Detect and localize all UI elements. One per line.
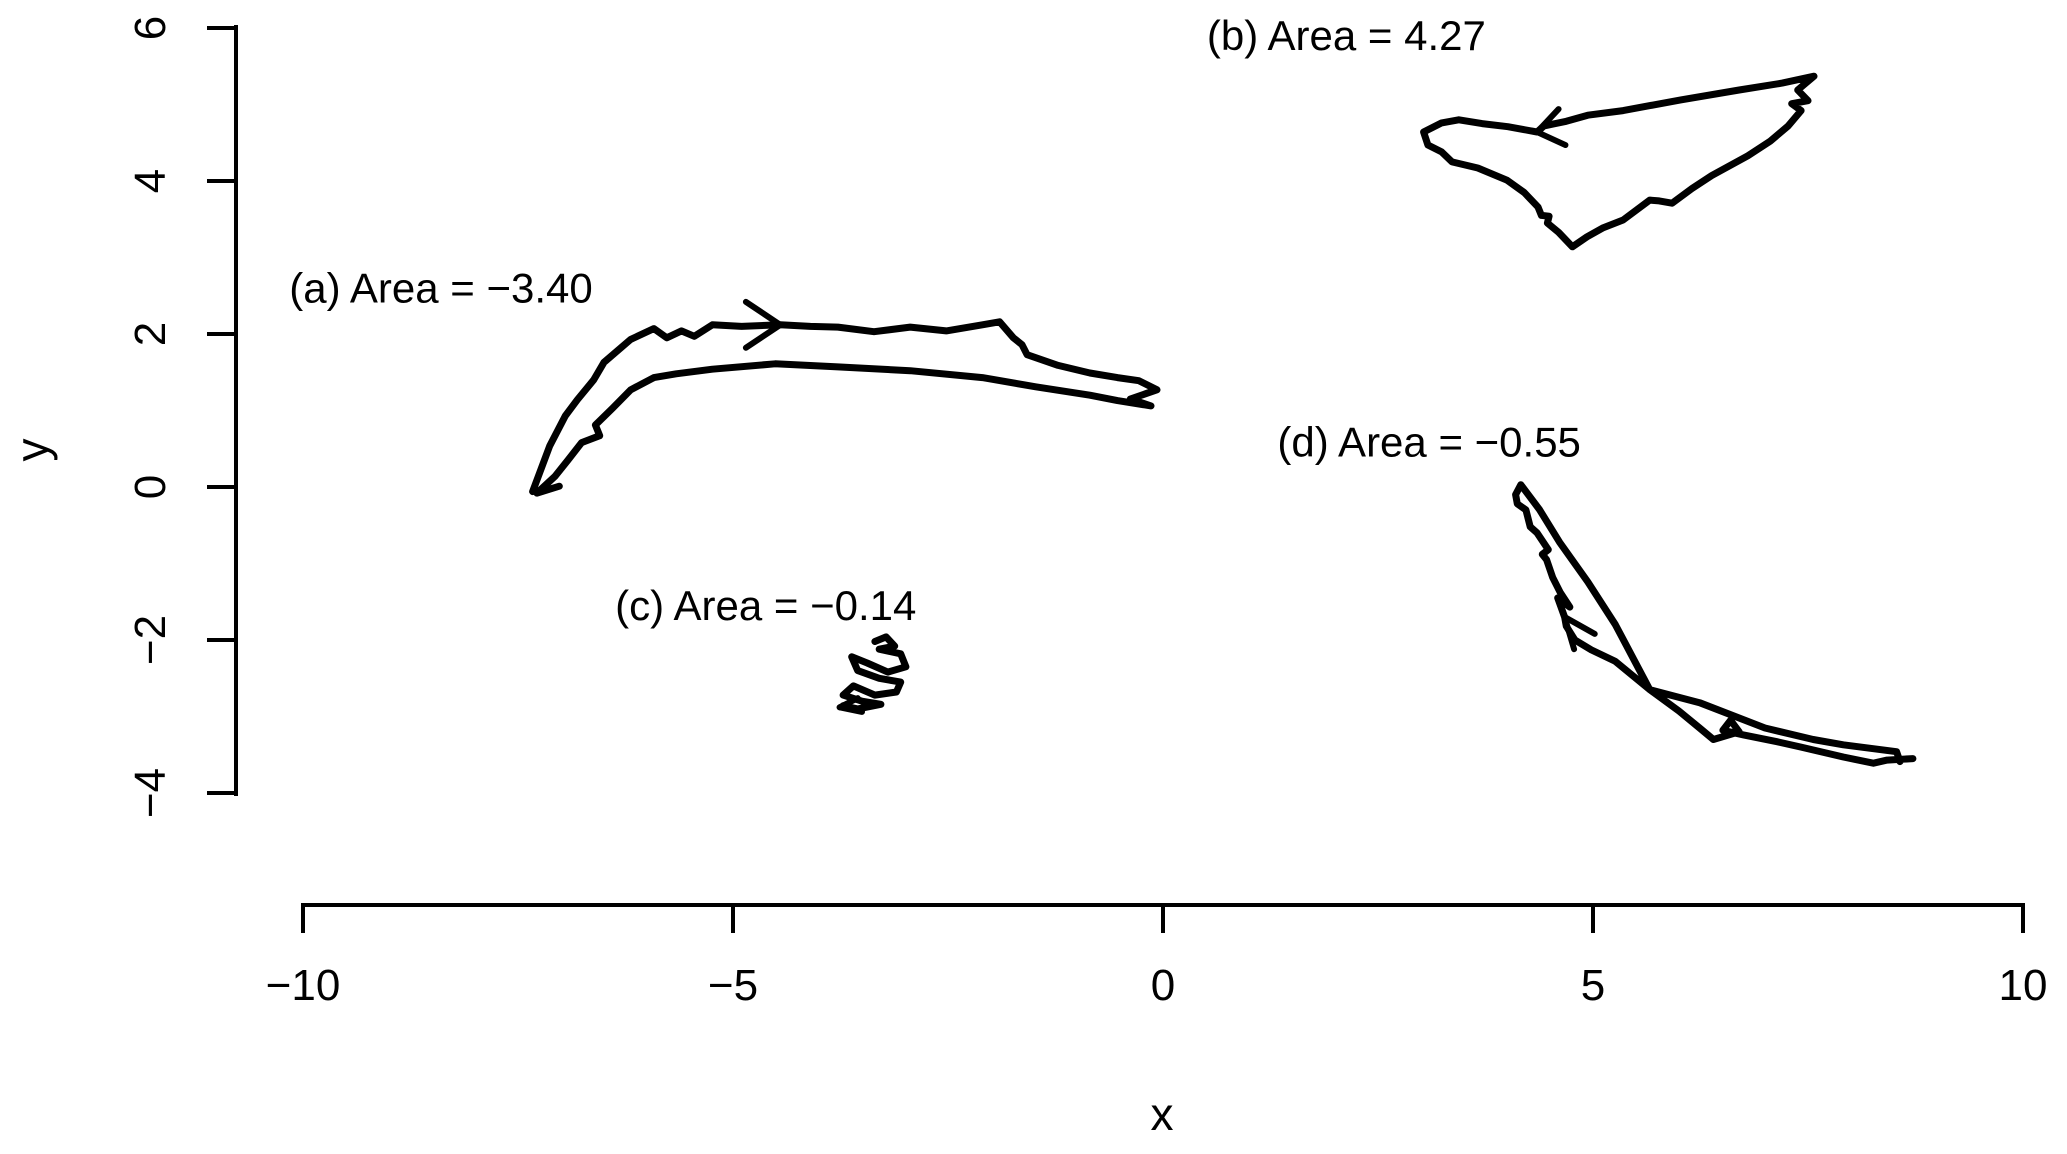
- x-axis-tick-label: −5: [708, 961, 758, 1010]
- x-axis-tick-label: −10: [266, 961, 341, 1010]
- y-axis-tick-label: −4: [126, 768, 175, 818]
- curve-d-path: [1512, 481, 1917, 767]
- y-axis-title: y: [6, 439, 58, 462]
- curve-a-direction-arrow-icon: [742, 298, 784, 351]
- y-axis-tick-label: 2: [126, 322, 175, 346]
- x-axis-tick-label: 10: [1999, 961, 2048, 1010]
- curve-d-direction-arrow-icon: [1561, 614, 1598, 653]
- curve-b-area-label: (b) Area = 4.27: [1207, 12, 1486, 59]
- x-axis-tick-label: 5: [1581, 961, 1605, 1010]
- y-axis-tick-label: 4: [126, 169, 175, 193]
- y-axis-tick-label: −2: [126, 615, 175, 665]
- curve-d-area-label: (d) Area = −0.55: [1277, 418, 1581, 465]
- curve-b-direction-arrow-icon: [1534, 106, 1569, 149]
- annotations: (a) Area = −3.40 (b) Area = 4.27 (c) Area …: [289, 12, 1581, 629]
- curve-b-path: [1420, 72, 1818, 251]
- curve-c-direction-arrow-icon: [836, 695, 865, 715]
- x-axis-tick-label: 0: [1151, 961, 1175, 1010]
- x-axis-title: x: [1151, 1088, 1174, 1140]
- x-axis: −10 −5 0 5 10: [266, 903, 2048, 1010]
- curve-a-area-label: (a) Area = −3.40: [289, 265, 593, 312]
- curve-a-path: [529, 318, 1161, 497]
- curves: [529, 72, 1917, 767]
- y-axis-tick-label: 0: [126, 475, 175, 499]
- curve-c-area-label: (c) Area = −0.14: [615, 582, 916, 629]
- y-axis: −4 −2 0 2 4 6: [126, 16, 238, 818]
- y-axis-tick-label: 6: [126, 16, 175, 40]
